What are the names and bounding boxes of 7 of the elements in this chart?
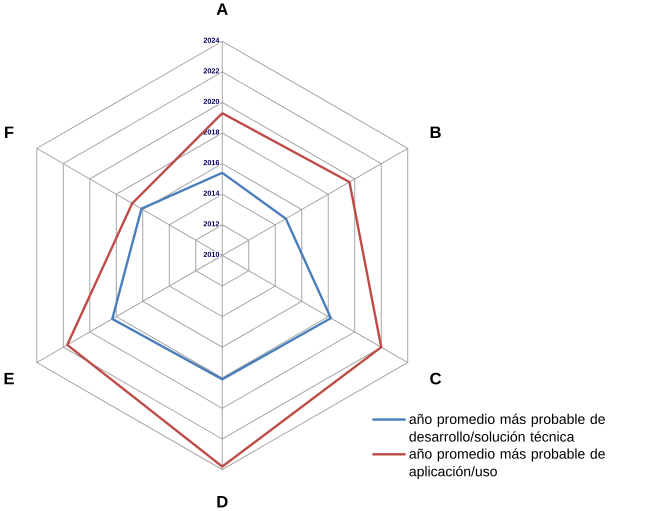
spoke-label: C [430,372,442,384]
spoke-label: A [216,4,228,15]
spoke-label: B [430,126,441,138]
spoke-label: E [4,372,14,384]
legend-label: año promedio más probable de aplicación/uso [409,448,605,480]
spoke-label: F [5,126,14,138]
spoke-label: D [217,496,228,508]
